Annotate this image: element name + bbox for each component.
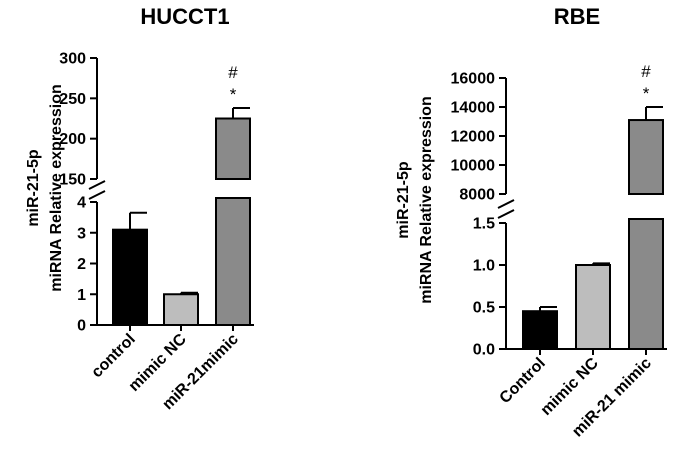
chart-title: RBE: [554, 4, 600, 29]
y-tick-label: 250: [59, 91, 86, 108]
x-tick-label: control: [88, 331, 138, 381]
bar-break-gap: [214, 180, 252, 197]
bar-lower-segment: [628, 218, 664, 350]
axis-break-mark: [88, 180, 106, 190]
bar-lower-segment: [215, 197, 251, 326]
y-tick-label: 200: [59, 131, 86, 148]
y-tick-label: 1.0: [473, 258, 495, 275]
y-axis-label: miRNA Relative expression: [48, 84, 65, 291]
chart-1: RBE miR-21-5p miRNA Relative expression 0.0…: [395, 4, 667, 440]
bar-upper-segment: [215, 117, 251, 180]
axis-break-mark: [497, 199, 515, 209]
y-tick-label: 0: [77, 318, 86, 335]
significance-label: *: [643, 84, 650, 103]
y-tick-label: 0.0: [473, 342, 495, 359]
y-tick-label: 8000: [459, 187, 495, 204]
y-tick-label: 150: [59, 172, 86, 189]
chart-title: HUCCT1: [140, 4, 229, 29]
significance-label: *: [230, 85, 237, 104]
y-tick-label: 300: [59, 51, 86, 68]
y-axis-label: miRNA Relative expression: [418, 96, 435, 303]
bar: [575, 264, 611, 350]
y-tick-label: 0.5: [473, 300, 495, 317]
axis-break-mark: [497, 209, 515, 219]
bar: [522, 310, 558, 351]
y-axis-label: miR-21-5p: [25, 149, 42, 227]
bar-break-gap: [627, 195, 665, 218]
x-tick-label: Control: [497, 355, 549, 407]
significance-label: #: [641, 62, 651, 81]
y-tick-label: 4: [77, 195, 86, 212]
chart-0: HUCCT1 miR-21-5p miRNA Relative expression…: [25, 4, 254, 413]
significance-label: #: [228, 63, 238, 82]
bar-upper-segment: [628, 119, 664, 195]
y-tick-label: 12000: [451, 129, 496, 146]
bar: [112, 228, 148, 326]
y-tick-label: 14000: [451, 100, 496, 117]
y-tick-label: 1.5: [473, 216, 495, 233]
axis-break-mark: [88, 190, 106, 200]
y-tick-label: 3: [77, 225, 86, 242]
y-tick-label: 16000: [451, 71, 496, 88]
y-tick-label: 10000: [451, 158, 496, 175]
y-tick-label: 1: [77, 287, 86, 304]
bar: [163, 293, 199, 326]
y-tick-label: 2: [77, 256, 86, 273]
y-axis-label: miR-21-5p: [395, 161, 412, 239]
